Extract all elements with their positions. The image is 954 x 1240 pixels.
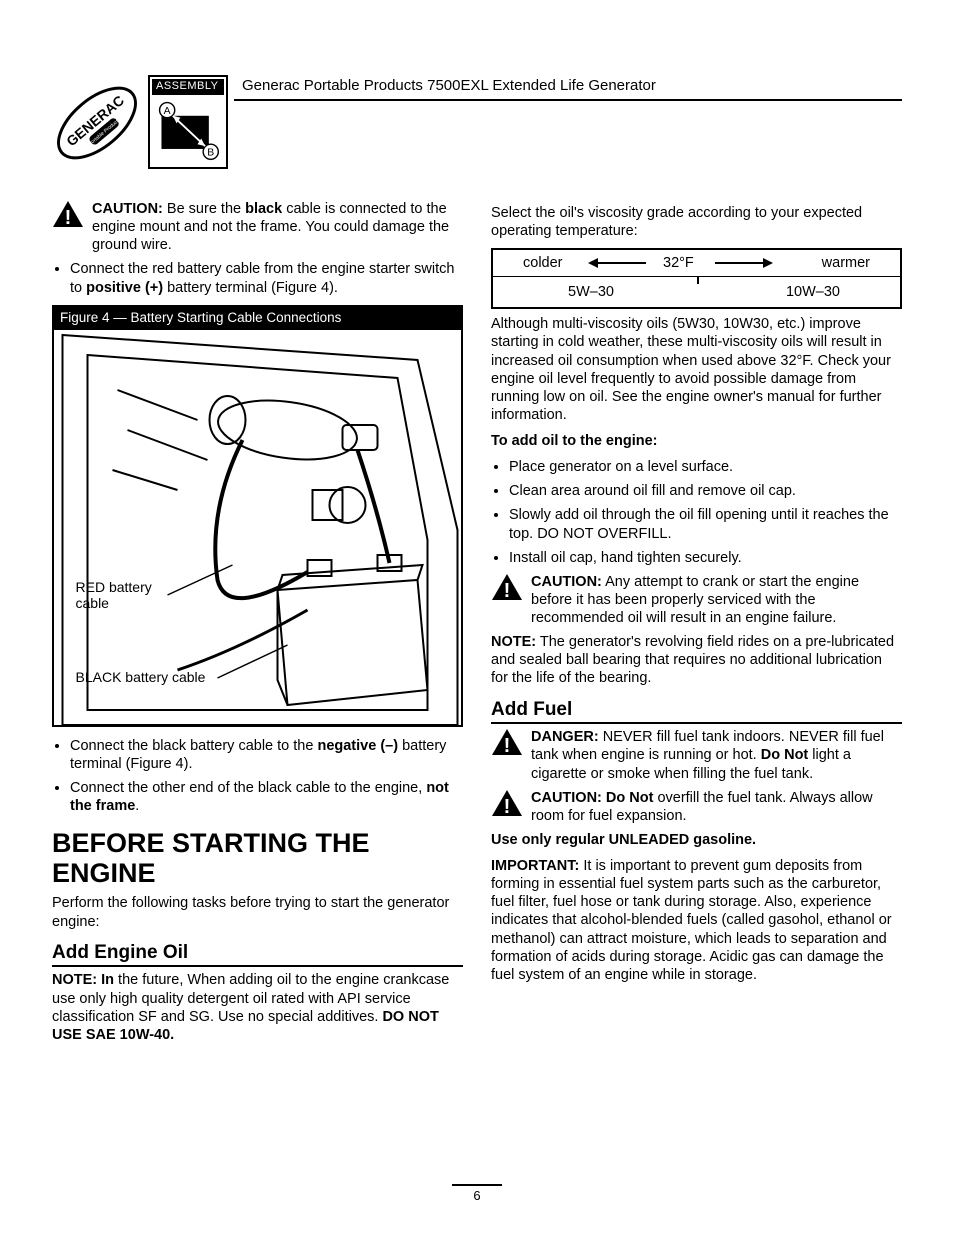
warmer-label: warmer	[822, 254, 870, 272]
viscosity-intro: Select the oil's viscosity grade accordi…	[491, 204, 902, 240]
svg-text:B: B	[207, 147, 214, 158]
tick-mark	[697, 276, 699, 284]
list-item: Install oil cap, hand tighten securely.	[509, 549, 902, 567]
assembly-label: ASSEMBLY	[152, 79, 224, 95]
table-row: colder 32°F warmer	[493, 250, 900, 276]
important-text: IMPORTANT: It is important to prevent gu…	[491, 857, 902, 984]
heading-add-oil: Add Engine Oil	[52, 941, 463, 968]
table-row: 5W–30 10W–30	[493, 276, 900, 307]
figure-label-red: RED battery	[76, 579, 152, 595]
list-item: Connect the red battery cable from the e…	[70, 260, 463, 296]
content-columns: ! CAUTION: Be sure the black cable is co…	[52, 200, 902, 1052]
list-item: Place generator on a level surface.	[509, 458, 902, 476]
add-oil-steps: Place generator on a level surface. Clea…	[491, 458, 902, 567]
perform-text: Perform the following tasks before tryin…	[52, 894, 463, 930]
warning-icon: !	[491, 728, 523, 756]
caution-block-3: ! CAUTION: Do Not overfill the fuel tank…	[491, 789, 902, 825]
note-label: NOTE: In	[52, 972, 114, 988]
caution-block-1: ! CAUTION: Be sure the black cable is co…	[52, 200, 463, 254]
figure-label-black: BLACK battery cable	[76, 669, 206, 685]
header-title: Generac Portable Products 7500EXL Extend…	[234, 75, 902, 101]
warning-icon: !	[491, 573, 523, 601]
assembly-box: ASSEMBLY A B	[148, 75, 228, 169]
danger-label: DANGER:	[531, 729, 599, 745]
oil-10w30: 10W–30	[786, 283, 840, 301]
svg-text:A: A	[164, 106, 171, 117]
caution-text: CAUTION: Any attempt to crank or start t…	[531, 573, 902, 627]
caution-text: CAUTION: Be sure the black cable is conn…	[92, 200, 463, 254]
caution-block-2: ! CAUTION: Any attempt to crank or start…	[491, 573, 902, 627]
oil-5w30: 5W–30	[568, 283, 614, 301]
heading-before-starting: BEFORE STARTING THE ENGINE	[52, 829, 463, 888]
warning-icon: !	[52, 200, 84, 228]
danger-block: ! DANGER: NEVER fill fuel tank indoors. …	[491, 728, 902, 782]
unleaded-text: Use only regular UNLEADED gasoline.	[491, 831, 902, 849]
svg-text:!: !	[65, 207, 72, 228]
arrow-right-icon	[713, 257, 773, 269]
colder-label: colder	[523, 254, 563, 272]
heading-add-fuel: Add Fuel	[491, 698, 902, 725]
note-oil: NOTE: In the future, When adding oil to …	[52, 971, 463, 1044]
footer-rule	[452, 1184, 502, 1186]
important-label: IMPORTANT:	[491, 858, 579, 874]
caution-label: CAUTION:	[531, 574, 602, 590]
bullet-list-1: Connect the red battery cable from the e…	[52, 260, 463, 296]
page-header: GENERAC Portable Products ASSEMBLY A B	[52, 75, 902, 170]
temp-label: 32°F	[663, 254, 694, 272]
caution-label: CAUTION:	[92, 201, 163, 217]
right-column: Select the oil's viscosity grade accordi…	[491, 200, 902, 1052]
arrow-left-icon	[588, 257, 648, 269]
figure-title: Figure 4 — Battery Starting Cable Connec…	[54, 307, 461, 330]
caution-text: CAUTION: Do Not overfill the fuel tank. …	[531, 789, 902, 825]
caution-label: CAUTION: Do Not	[531, 790, 653, 806]
svg-text:!: !	[504, 796, 511, 817]
page: GENERAC Portable Products ASSEMBLY A B	[0, 0, 954, 1240]
svg-text:!: !	[504, 580, 511, 601]
brand-logo: GENERAC Portable Products	[52, 75, 142, 170]
left-column: ! CAUTION: Be sure the black cable is co…	[52, 200, 463, 1052]
list-item: Clean area around oil fill and remove oi…	[509, 482, 902, 500]
note-label: NOTE:	[491, 634, 536, 650]
viscosity-table: colder 32°F warmer 5W–30 10W–30	[491, 248, 902, 309]
list-item: Connect the black battery cable to the n…	[70, 737, 463, 773]
list-item: Connect the other end of the black cable…	[70, 779, 463, 815]
multi-viscosity-text: Although multi-viscosity oils (5W30, 10W…	[491, 315, 902, 424]
svg-text:cable: cable	[76, 595, 110, 611]
danger-text: DANGER: NEVER fill fuel tank indoors. NE…	[531, 728, 902, 782]
note-bearing: NOTE: The generator's revolving field ri…	[491, 633, 902, 687]
add-oil-heading: To add oil to the engine:	[491, 432, 902, 450]
assembly-diagram: A B	[152, 95, 224, 165]
figure-4: Figure 4 — Battery Starting Cable Connec…	[52, 305, 463, 727]
list-item: Slowly add oil through the oil fill open…	[509, 506, 902, 542]
warning-icon: !	[491, 789, 523, 817]
figure-body: RED battery cable BLACK battery cable	[54, 330, 461, 725]
bullet-list-2: Connect the black battery cable to the n…	[52, 737, 463, 816]
svg-text:!: !	[504, 735, 511, 756]
page-footer: 6	[0, 1184, 954, 1204]
page-number: 6	[473, 1188, 480, 1203]
